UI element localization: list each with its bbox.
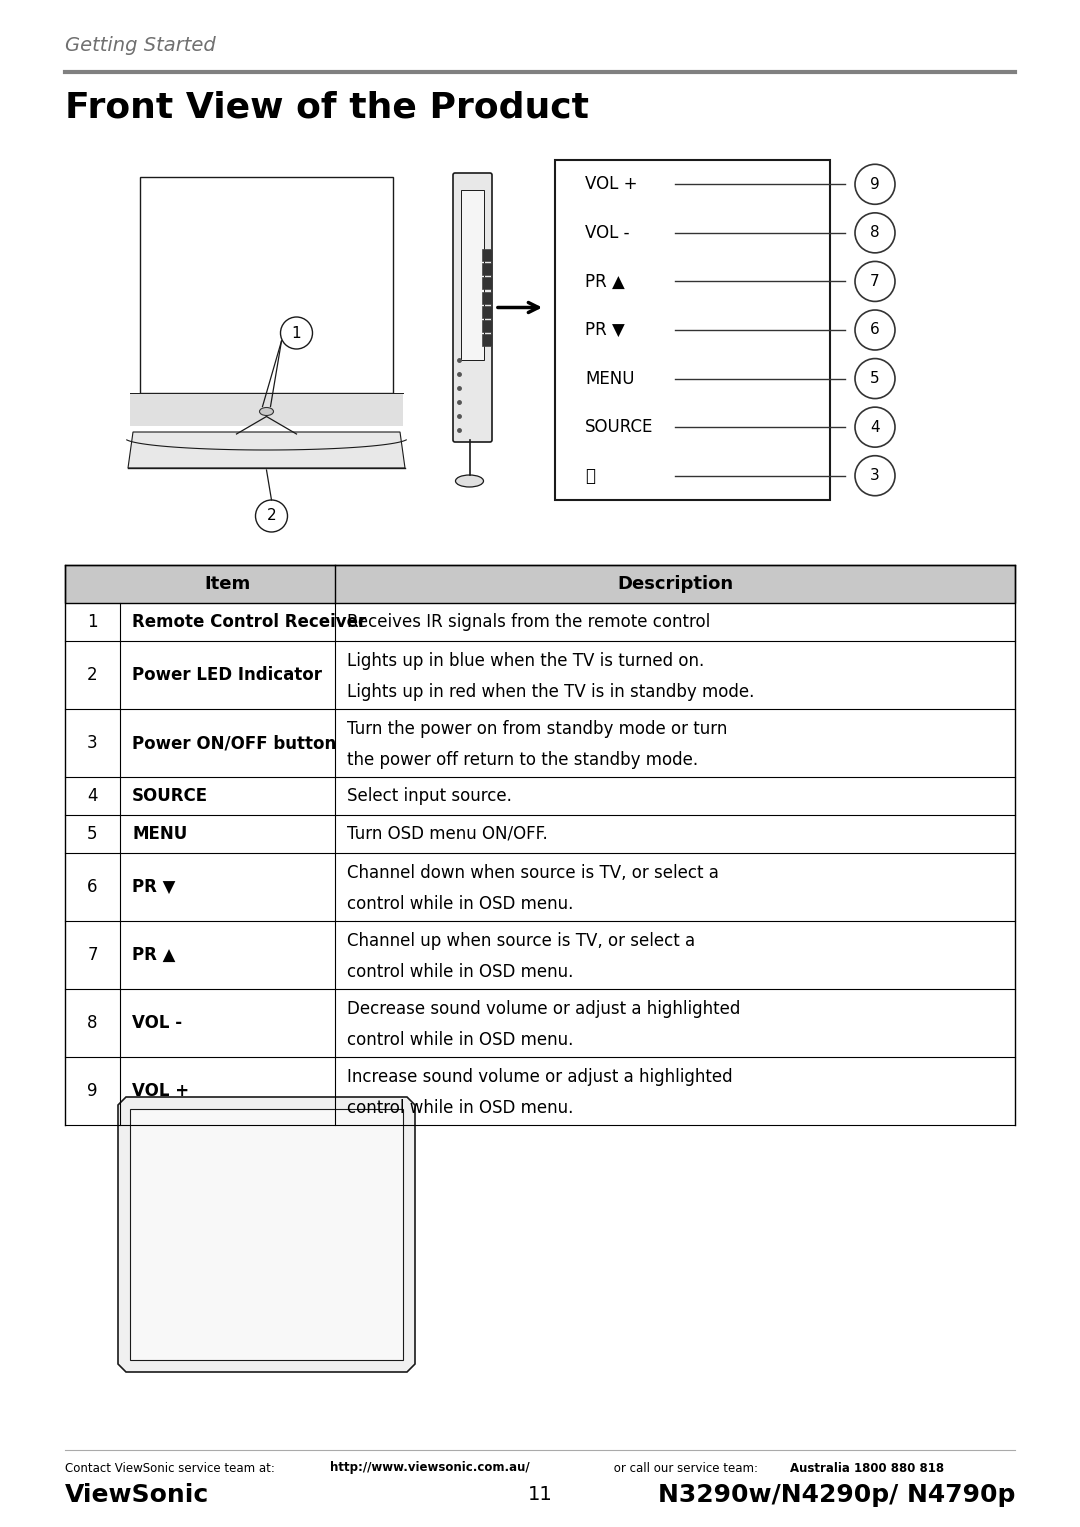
Bar	[482, 319, 492, 331]
Text: ⏻: ⏻	[585, 467, 595, 484]
Text: SOURCE: SOURCE	[585, 418, 653, 437]
Text: Power LED Indicator: Power LED Indicator	[132, 666, 322, 684]
Text: VOL -: VOL -	[132, 1014, 183, 1032]
Text: 9: 9	[870, 177, 880, 192]
Bar	[482, 292, 492, 304]
Bar	[482, 278, 492, 289]
Text: VOL +: VOL +	[132, 1083, 189, 1099]
Text: N3290w/N4290p/ N4790p: N3290w/N4290p/ N4790p	[658, 1483, 1015, 1507]
Bar	[65, 565, 1015, 603]
FancyBboxPatch shape	[453, 173, 492, 441]
Text: http://www.viewsonic.com.au/: http://www.viewsonic.com.au/	[330, 1461, 529, 1475]
Text: Item: Item	[204, 576, 251, 592]
Text: Front View of the Product: Front View of the Product	[65, 90, 589, 124]
Bar	[130, 392, 403, 426]
Bar	[140, 177, 393, 392]
Text: Description: Description	[617, 576, 733, 592]
Text: ViewSonic: ViewSonic	[65, 1483, 210, 1507]
Polygon shape	[129, 432, 405, 467]
Ellipse shape	[259, 408, 273, 415]
Text: Turn OSD menu ON/OFF.: Turn OSD menu ON/OFF.	[347, 825, 548, 843]
Text: Contact ViewSonic service team at:: Contact ViewSonic service team at:	[65, 1461, 279, 1475]
Text: SOURCE: SOURCE	[132, 786, 208, 805]
Text: 8: 8	[87, 1014, 98, 1032]
Text: 4: 4	[87, 786, 98, 805]
Bar	[482, 249, 492, 261]
Text: 7: 7	[870, 273, 880, 289]
Text: Select input source.: Select input source.	[347, 786, 512, 805]
Text: Power ON/OFF button: Power ON/OFF button	[132, 734, 336, 751]
Text: 6: 6	[87, 878, 98, 896]
Text: Lights up in red when the TV is in standby mode.: Lights up in red when the TV is in stand…	[347, 683, 754, 701]
Text: Decrease sound volume or adjust a highlighted: Decrease sound volume or adjust a highli…	[347, 1000, 741, 1019]
Text: VOL +: VOL +	[585, 176, 637, 194]
Text: PR ▲: PR ▲	[132, 947, 175, 964]
Text: 8: 8	[870, 226, 880, 240]
Text: control while in OSD menu.: control while in OSD menu.	[347, 895, 573, 913]
Text: 4: 4	[870, 420, 880, 435]
Polygon shape	[130, 1109, 403, 1361]
Text: 5: 5	[870, 371, 880, 386]
Text: 1: 1	[87, 612, 98, 631]
Bar	[482, 334, 492, 347]
Text: or call our service team:: or call our service team:	[610, 1461, 761, 1475]
Text: 3: 3	[870, 469, 880, 483]
Text: control while in OSD menu.: control while in OSD menu.	[347, 1031, 573, 1049]
Text: control while in OSD menu.: control while in OSD menu.	[347, 1099, 573, 1116]
Text: MENU: MENU	[132, 825, 187, 843]
Text: control while in OSD menu.: control while in OSD menu.	[347, 964, 573, 980]
Text: Turn the power on from standby mode or turn: Turn the power on from standby mode or t…	[347, 721, 727, 738]
Text: Increase sound volume or adjust a highlighted: Increase sound volume or adjust a highli…	[347, 1067, 732, 1086]
Text: Receives IR signals from the remote control: Receives IR signals from the remote cont…	[347, 612, 711, 631]
Text: 9: 9	[87, 1083, 98, 1099]
Text: 7: 7	[87, 947, 98, 964]
Text: Getting Started: Getting Started	[65, 37, 216, 55]
Text: PR ▲: PR ▲	[585, 272, 624, 290]
Polygon shape	[118, 1096, 415, 1371]
Bar	[461, 189, 484, 360]
Text: 1: 1	[292, 325, 301, 341]
Bar	[482, 305, 492, 318]
Text: 3: 3	[87, 734, 98, 751]
Text: PR ▼: PR ▼	[132, 878, 175, 896]
Text: 2: 2	[267, 508, 276, 524]
Text: PR ▼: PR ▼	[585, 321, 624, 339]
Bar	[555, 160, 831, 499]
Text: 11: 11	[528, 1486, 552, 1504]
Ellipse shape	[456, 475, 484, 487]
Text: 2: 2	[87, 666, 98, 684]
Text: 5: 5	[87, 825, 98, 843]
Text: Channel down when source is TV, or select a: Channel down when source is TV, or selec…	[347, 864, 719, 883]
Bar	[482, 263, 492, 275]
Text: 6: 6	[870, 322, 880, 337]
Text: Remote Control Receiver: Remote Control Receiver	[132, 612, 366, 631]
Text: VOL -: VOL -	[585, 224, 630, 241]
Text: Channel up when source is TV, or select a: Channel up when source is TV, or select …	[347, 931, 696, 950]
Text: the power off return to the standby mode.: the power off return to the standby mode…	[347, 751, 698, 770]
Text: MENU: MENU	[585, 370, 635, 388]
Text: Lights up in blue when the TV is turned on.: Lights up in blue when the TV is turned …	[347, 652, 704, 670]
Text: Australia 1800 880 818: Australia 1800 880 818	[789, 1461, 944, 1475]
